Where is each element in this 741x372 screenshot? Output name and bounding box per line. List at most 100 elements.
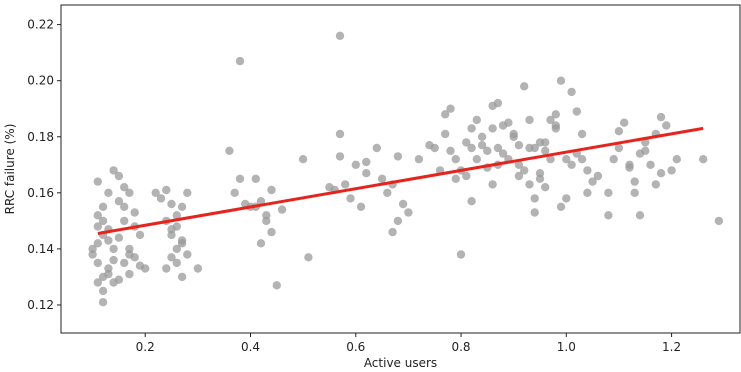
scatter-point bbox=[93, 177, 103, 186]
scatter-point bbox=[341, 180, 350, 189]
scatter-point bbox=[98, 286, 108, 296]
scatter-point bbox=[514, 171, 524, 181]
scatter-point bbox=[451, 155, 460, 164]
scatter-point bbox=[256, 239, 266, 248]
scatter-point bbox=[114, 233, 124, 242]
scatter-point bbox=[488, 180, 497, 189]
scatter-point bbox=[498, 121, 508, 130]
scatter-point bbox=[98, 216, 108, 226]
scatter-point bbox=[335, 152, 345, 161]
scatter-point bbox=[277, 205, 287, 214]
scatter-point bbox=[546, 155, 555, 164]
y-tick-label: 0.18 bbox=[27, 130, 54, 144]
scatter-point bbox=[93, 222, 103, 231]
scatter-point bbox=[388, 227, 397, 237]
scatter-point bbox=[251, 174, 260, 183]
scatter-point bbox=[530, 194, 539, 203]
scatter-point bbox=[114, 197, 124, 206]
scatter-point bbox=[614, 127, 624, 136]
y-axis-label: RRC failure (%) bbox=[3, 124, 17, 215]
scatter-point bbox=[125, 269, 134, 279]
scatter-point bbox=[583, 166, 592, 175]
scatter-point bbox=[714, 216, 724, 226]
scatter-point bbox=[656, 169, 666, 178]
scatter-point bbox=[235, 56, 245, 66]
scatter-point bbox=[583, 188, 592, 197]
scatter-point bbox=[351, 160, 360, 169]
scatter-point bbox=[656, 112, 666, 122]
scatter-point bbox=[551, 110, 560, 119]
scatter-point bbox=[467, 197, 476, 206]
scatter-point bbox=[577, 129, 587, 139]
x-tick-label: 0.2 bbox=[136, 340, 155, 354]
scatter-point bbox=[272, 281, 281, 290]
scatter-point bbox=[356, 202, 366, 211]
scatter-point bbox=[456, 250, 466, 259]
scatter-point bbox=[446, 146, 455, 155]
scatter-point bbox=[651, 180, 660, 189]
scatter-point bbox=[467, 143, 476, 153]
scatter-point bbox=[104, 188, 113, 197]
scatter-point bbox=[567, 160, 576, 169]
scatter-point bbox=[635, 211, 645, 220]
x-axis-label: Active users bbox=[364, 356, 437, 370]
scatter-point bbox=[641, 138, 650, 147]
scatter-point bbox=[477, 141, 487, 150]
scatter-point bbox=[120, 216, 129, 226]
scatter-point bbox=[520, 82, 529, 91]
x-tick-label: 0.8 bbox=[451, 340, 470, 354]
scatter-point bbox=[120, 258, 129, 268]
scatter-point bbox=[430, 143, 439, 153]
x-tick-label: 1.2 bbox=[662, 340, 681, 354]
scatter-point bbox=[477, 132, 487, 141]
scatter-point bbox=[551, 121, 560, 130]
scatter-point bbox=[262, 211, 271, 220]
scatter-point bbox=[630, 188, 639, 197]
scatter-point bbox=[93, 258, 103, 268]
scatter-point bbox=[383, 188, 392, 197]
scatter-point bbox=[541, 183, 550, 192]
scatter-point bbox=[530, 208, 539, 217]
scatter-point bbox=[588, 177, 597, 186]
scatter-point bbox=[235, 174, 245, 183]
scatter-point bbox=[630, 177, 639, 186]
y-tick-label: 0.14 bbox=[27, 242, 54, 256]
scatter-point bbox=[267, 185, 276, 195]
scatter-point bbox=[167, 253, 176, 262]
scatter-point bbox=[662, 121, 671, 130]
scatter-point bbox=[667, 166, 676, 175]
x-axis: 0.2 0.4 0.6 0.8 1.0 1.2 bbox=[136, 333, 681, 354]
scatter-point bbox=[298, 155, 308, 164]
trend-layer bbox=[97, 126, 704, 235]
scatter-point bbox=[109, 244, 118, 254]
scatter-point bbox=[98, 202, 108, 211]
scatter-point bbox=[162, 185, 171, 195]
scatter-point bbox=[404, 208, 413, 217]
scatter-point bbox=[151, 188, 160, 197]
scatter-point bbox=[304, 253, 313, 262]
scatter-point bbox=[125, 188, 134, 197]
scatter-point bbox=[335, 31, 345, 40]
scatter-point bbox=[562, 194, 571, 203]
scatter-point bbox=[225, 146, 234, 155]
scatter-point bbox=[525, 180, 534, 189]
scatter-point bbox=[393, 216, 403, 226]
scatter-point bbox=[172, 211, 181, 220]
scatter-point bbox=[525, 115, 534, 125]
scatter-point bbox=[604, 188, 613, 197]
scatter-point bbox=[130, 208, 139, 217]
plot-frame bbox=[60, 4, 741, 334]
scatter-point bbox=[567, 87, 576, 97]
scatter-point bbox=[167, 225, 176, 234]
scatter-point bbox=[167, 199, 176, 209]
points-layer bbox=[88, 31, 724, 307]
scatter-point bbox=[414, 155, 424, 164]
scatter-point bbox=[441, 110, 450, 119]
y-tick-label: 0.16 bbox=[27, 186, 54, 200]
scatter-point bbox=[472, 155, 481, 164]
scatter-point bbox=[451, 174, 460, 183]
y-tick-label: 0.12 bbox=[27, 298, 54, 312]
y-tick-label: 0.20 bbox=[27, 74, 54, 88]
scatter-point bbox=[541, 146, 550, 155]
scatter-point bbox=[193, 264, 203, 273]
